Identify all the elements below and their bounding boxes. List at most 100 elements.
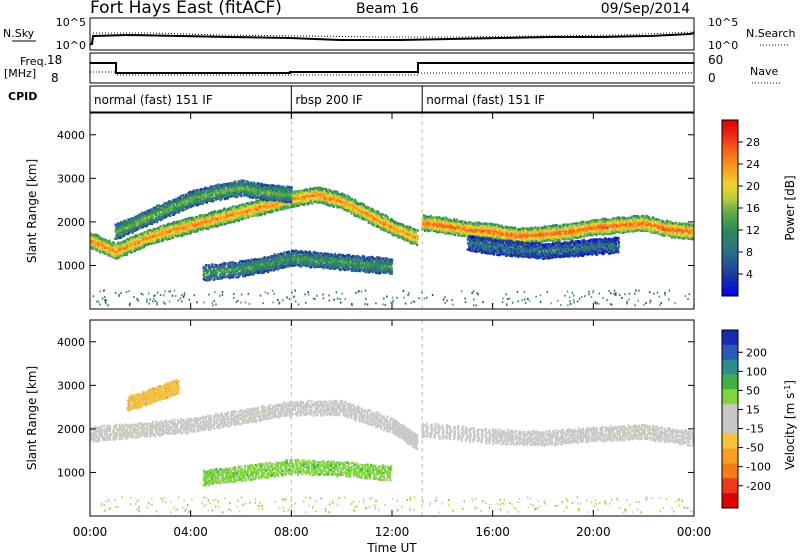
power-echo-cell xyxy=(298,192,301,196)
nsky-trace xyxy=(90,32,695,45)
power-echo-cell xyxy=(213,188,216,191)
power-echo-cell xyxy=(186,228,189,231)
power-echo-cell xyxy=(158,226,161,229)
power-echo-cell xyxy=(140,246,144,249)
power-echo-cell xyxy=(370,260,373,263)
power-echo-cell xyxy=(217,188,221,191)
power-echo-cell xyxy=(372,263,375,266)
power-echo-cell xyxy=(192,221,195,224)
power-echo-cell xyxy=(256,200,259,203)
power-echo-cell xyxy=(181,209,185,212)
power-echo-cell xyxy=(92,243,95,247)
power-echo-cell xyxy=(332,262,335,266)
power-echo-cell xyxy=(357,202,360,206)
power-echo-cell xyxy=(280,194,283,197)
power-echo-cell xyxy=(211,193,214,197)
power-echo-cell xyxy=(392,234,395,237)
power-echo-cell xyxy=(378,272,382,275)
power-echo-cell xyxy=(177,206,180,209)
power-echo-cell xyxy=(142,241,145,244)
power-echo-cell xyxy=(336,266,339,270)
power-echo-cell xyxy=(333,197,336,201)
power-echo-cell xyxy=(271,198,274,202)
power-echo-cell xyxy=(429,224,432,227)
power-echo-cell xyxy=(325,253,328,257)
power-echo-cell xyxy=(253,261,256,264)
power-echo-cell xyxy=(422,227,426,230)
power-echo-cell xyxy=(202,214,205,218)
power-echo-cell xyxy=(229,215,232,219)
power-echo-cell xyxy=(376,270,379,273)
power-echo-cell xyxy=(315,189,318,192)
power-echo-cell xyxy=(355,200,358,203)
power-echo-cell xyxy=(123,219,126,223)
power-echo-cell xyxy=(237,206,240,210)
power-echo-cell xyxy=(301,203,304,206)
power-echo-cell xyxy=(264,269,268,272)
power-echo-cell xyxy=(126,249,129,252)
power-echo-cell xyxy=(259,201,262,204)
power-echo-cell xyxy=(350,255,354,259)
power-echo-cell xyxy=(318,198,321,201)
power-echo-cell xyxy=(209,270,212,273)
power-echo-cell xyxy=(306,195,309,198)
power-echo-cell xyxy=(148,237,151,241)
power-echo-cell xyxy=(105,240,109,243)
power-echo-cell xyxy=(375,258,378,262)
power-echo-cell xyxy=(254,263,257,266)
power-echo-cell xyxy=(406,225,409,228)
power-echo-cell xyxy=(370,262,373,265)
power-echo-cell xyxy=(233,194,236,197)
power-echo-cell xyxy=(350,261,353,264)
power-echo-cell xyxy=(212,187,215,190)
power-echo-cell xyxy=(326,260,329,263)
power-echo-cell xyxy=(222,272,225,276)
power-echo-cell xyxy=(150,208,153,212)
power-echo-cell xyxy=(195,202,199,206)
power-echo-cell xyxy=(226,182,229,186)
power-echo-cell xyxy=(157,233,160,236)
power-echo-cell xyxy=(110,250,113,254)
power-echo-cell xyxy=(238,191,241,195)
power-echo-cell xyxy=(363,255,366,259)
power-echo-cell xyxy=(188,221,191,224)
power-echo-cell xyxy=(211,199,214,203)
power-echo-cell xyxy=(188,230,191,233)
power-echo-cell xyxy=(262,208,266,212)
power-echo-cell xyxy=(90,246,92,249)
power-echo-cell xyxy=(102,237,105,241)
power-echo-cell xyxy=(403,234,406,237)
power-echo-cell xyxy=(259,271,262,274)
power-echo-cell xyxy=(268,192,271,195)
power-echo-cell xyxy=(359,202,362,205)
power-echo-cell xyxy=(235,268,238,271)
power-echo-cell xyxy=(237,192,240,196)
power-echo-cell xyxy=(400,223,404,226)
power-echo-cell xyxy=(126,220,129,224)
power-echo-cell xyxy=(313,254,316,258)
power-echo-cell xyxy=(261,261,264,265)
power-echo-cell xyxy=(343,202,346,206)
power-echo-cell xyxy=(219,183,222,186)
power-echo-cell xyxy=(174,227,177,230)
power-echo-cell xyxy=(189,190,192,194)
power-echo-cell xyxy=(334,264,338,267)
power-echo-cell xyxy=(217,191,221,194)
power-echo-cell xyxy=(363,218,366,221)
power-echo-cell xyxy=(250,187,253,191)
power-echo-cell xyxy=(236,192,239,195)
frequency-panel: Freq. [MHz] 18 8 60 0 Nave xyxy=(4,52,780,85)
power-echo-cell xyxy=(256,205,259,209)
power-echo-cell xyxy=(128,246,131,249)
power-echo-cell xyxy=(318,263,322,267)
power-echo-cell xyxy=(248,272,251,276)
power-echo-cell xyxy=(354,268,358,271)
power-echo-cell xyxy=(133,218,136,222)
power-echo-cell xyxy=(184,203,187,206)
power-echo-cell xyxy=(176,198,179,201)
power-echo-cell xyxy=(415,240,419,244)
power-echo-cell xyxy=(347,258,350,261)
power-echo-cell xyxy=(365,209,369,213)
power-echo-cell xyxy=(237,190,240,193)
power-echo-cell xyxy=(181,231,184,234)
